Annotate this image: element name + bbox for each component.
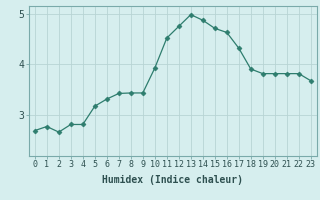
X-axis label: Humidex (Indice chaleur): Humidex (Indice chaleur) [102, 175, 243, 185]
